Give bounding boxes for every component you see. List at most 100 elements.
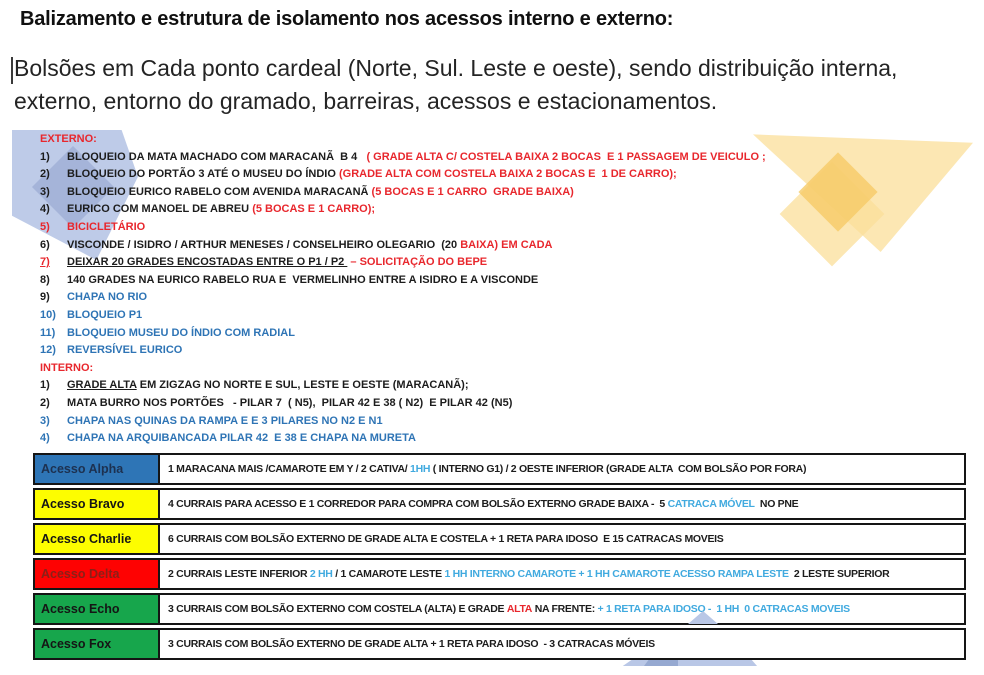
text-cursor: [11, 57, 13, 84]
list-item-text: DEIXAR 20 GRADES ENCOSTADAS ENTRE O P1 /…: [67, 254, 487, 272]
list-item: 11) BLOQUEIO MUSEU DO ÍNDIO COM RADIAL: [40, 325, 766, 343]
text-segment: 2 LESTE SUPERIOR: [788, 568, 890, 580]
text-segment: BLOQUEIO EURICO RABELO COM AVENIDA MARAC…: [67, 185, 372, 198]
list-item-text: CHAPA NO RIO: [67, 289, 147, 307]
row-label: Acesso Fox: [35, 630, 160, 658]
list-item: 3) CHAPA NAS QUINAS DA RAMPA E E 3 PILARE…: [40, 413, 766, 431]
intro-paragraph: Bolsões em Cada ponto cardeal (Norte, Su…: [14, 55, 898, 114]
list-item: 2) MATA BURRO NOS PORTÕES - PILAR 7 ( N5)…: [40, 395, 766, 413]
list-item-number: 5): [40, 220, 50, 233]
list-item-number: 1): [40, 150, 50, 163]
table-row: Acesso Alpha 1 MARACANA MAIS /CAMAROTE EM…: [33, 453, 966, 485]
text-segment: BLOQUEIO DO PORTÃO 3 ATÉ O MUSEU DO ÍNDI…: [67, 168, 339, 181]
text-segment: VISCONDE / ISIDRO / ARTHUR MENESES / CON…: [67, 238, 461, 251]
row-label: Acesso Bravo: [35, 490, 160, 518]
list-item: 4) CHAPA NA ARQUIBANCADA PILAR 42 E 38 E …: [40, 430, 766, 448]
table-row: Acesso Bravo 4 CURRAIS PARA ACESSO E 1 CO…: [33, 488, 966, 520]
list-item: 1) GRADE ALTA EM ZIGZAG NO NORTE E SUL, L…: [40, 377, 766, 395]
list-item-number: 2): [40, 168, 50, 181]
text-segment: 3 CURRAIS COM BOLSÃO EXTERNO DE GRADE AL…: [168, 638, 655, 650]
text-segment: / 1 CAMAROTE LESTE: [335, 568, 445, 580]
text-segment: NA FRENTE:: [532, 603, 598, 615]
text-segment: REVERSÍVEL EURICO: [67, 344, 183, 357]
text-segment: (5 BOCAS E 1 CARRO);: [252, 203, 376, 216]
table-row: Acesso Echo 3 CURRAIS COM BOLSÃO EXTERNO …: [33, 593, 966, 625]
interno-list: 1) GRADE ALTA EM ZIGZAG NO NORTE E SUL, L…: [40, 377, 766, 447]
list-item-text: MATA BURRO NOS PORTÕES - PILAR 7 ( N5), …: [67, 395, 512, 413]
text-segment: ( GRADE ALTA C/ COSTELA BAIXA 2 BOCAS E …: [366, 150, 766, 163]
blue-bottom-shape: [622, 656, 758, 666]
text-segment: EURICO COM MANOEL DE ABREU: [67, 203, 253, 216]
text-segment: 1HH: [410, 463, 431, 475]
text-segment: MATA BURRO NOS PORTÕES - PILAR 7 ( N5), …: [67, 396, 513, 409]
text-segment: CHAPA NO RIO: [67, 291, 148, 304]
blue-bottom-dark-shape: [644, 656, 678, 666]
text-segment: 4 CURRAIS PARA ACESSO E 1 CORREDOR PARA …: [168, 498, 668, 510]
text-segment: 3 CURRAIS COM BOLSÃO EXTERNO COM COSTELA…: [168, 603, 507, 615]
row-content: 6 CURRAIS COM BOLSÃO EXTERNO DE GRADE AL…: [160, 525, 964, 553]
list-item-text: BLOQUEIO DA MATA MACHADO COM MARACANÃ B …: [67, 149, 766, 167]
list-item-number: 6): [40, 238, 50, 251]
list-item-number: 7): [40, 256, 50, 269]
list-item: 4) EURICO COM MANOEL DE ABREU (5 BOCAS E …: [40, 201, 766, 219]
interno-heading: INTERNO:: [40, 361, 94, 374]
list-item-text: CHAPA NAS QUINAS DA RAMPA E E 3 PILARES …: [67, 413, 383, 431]
text-segment: BICICLETÁRIO: [67, 220, 146, 233]
text-segment: CHAPA NA ARQUIBANCADA PILAR 42 E 38 E CH…: [67, 432, 416, 445]
row-content: 4 CURRAIS PARA ACESSO E 1 CORREDOR PARA …: [160, 490, 964, 518]
list-item-number: 1): [40, 379, 50, 392]
list-item: 8) 140 GRADES NA EURICO RABELO RUA E VERM…: [40, 272, 766, 290]
row-content: 3 CURRAIS COM BOLSÃO EXTERNO DE GRADE AL…: [160, 630, 964, 658]
externo-list: 1) BLOQUEIO DA MATA MACHADO COM MARACANÃ …: [40, 149, 766, 360]
row-label: Acesso Alpha: [35, 455, 160, 483]
page-title: Balizamento e estrutura de isolamento no…: [20, 8, 674, 30]
list-item: 7) DEIXAR 20 GRADES ENCOSTADAS ENTRE O P1…: [40, 254, 766, 272]
text-segment: DEIXAR 20 GRADES ENCOSTADAS ENTRE O P1 /…: [67, 256, 348, 269]
text-segment: 6 CURRAIS COM BOLSÃO EXTERNO DE GRADE AL…: [168, 533, 724, 545]
text-segment: 1 HH INTERNO CAMAROTE + 1 HH CAMAROTE AC…: [444, 568, 789, 580]
list-item: 5) BICICLETÁRIO: [40, 219, 766, 237]
list-item-number: 4): [40, 203, 50, 216]
list-item-text: BLOQUEIO DO PORTÃO 3 ATÉ O MUSEU DO ÍNDI…: [67, 166, 677, 184]
text-segment: ( INTERNO G1) / 2 OESTE INFERIOR (GRADE …: [430, 463, 807, 475]
row-content: 2 CURRAIS LESTE INFERIOR 2 HH / 1 CAMARO…: [160, 560, 964, 588]
externo-heading: EXTERNO:: [40, 133, 97, 145]
list-item-number: 10): [40, 308, 56, 321]
list-item-number: 2): [40, 396, 50, 409]
text-segment: – SOLICITAÇÃO DO BEPE: [347, 256, 488, 269]
text-segment: GRADE ALTA: [67, 379, 137, 392]
list-item: 1) BLOQUEIO DA MATA MACHADO COM MARACANÃ …: [40, 149, 766, 167]
access-table: Acesso Alpha 1 MARACANA MAIS /CAMAROTE EM…: [33, 453, 966, 660]
text-segment: (GRADE ALTA COM COSTELA BAIXA 2 BOCAS E …: [338, 168, 677, 181]
list-item-text: CHAPA NA ARQUIBANCADA PILAR 42 E 38 E CH…: [67, 430, 416, 448]
list-item-number: 3): [40, 185, 50, 198]
text-segment: BLOQUEIO MUSEU DO ÍNDIO COM RADIAL: [67, 326, 295, 339]
list-item-text: EURICO COM MANOEL DE ABREU (5 BOCAS E 1 …: [67, 201, 375, 219]
row-label: Acesso Echo: [35, 595, 160, 623]
list-item: 12) REVERSÍVEL EURICO: [40, 342, 766, 360]
text-segment: EM ZIGZAG NO NORTE E SUL, LESTE E OESTE …: [136, 379, 469, 392]
text-segment: 140 GRADES NA EURICO RABELO RUA E VERMEL…: [67, 273, 539, 286]
text-segment: 1 MARACANA MAIS /CAMAROTE EM Y / 2 CATIV…: [168, 463, 411, 475]
table-row: Acesso Charlie 6 CURRAIS COM BOLSÃO EXTER…: [33, 523, 966, 555]
list-item-number: 11): [40, 326, 56, 339]
table-row: Acesso Fox 3 CURRAIS COM BOLSÃO EXTERNO D…: [33, 628, 966, 660]
text-segment: CATRACA MÓVEL: [667, 498, 755, 510]
table-row: Acesso Delta 2 CURRAIS LESTE INFERIOR 2 H…: [33, 558, 966, 590]
text-segment: (5 BOCAS E 1 CARRO GRADE BAIXA): [371, 185, 574, 198]
text-segment: ALTA: [506, 603, 533, 615]
row-content: 1 MARACANA MAIS /CAMAROTE EM Y / 2 CATIV…: [160, 455, 964, 483]
list-item-text: 140 GRADES NA EURICO RABELO RUA E VERMEL…: [67, 272, 538, 290]
text-segment: 2 HH: [309, 568, 336, 580]
list-item: 10) BLOQUEIO P1: [40, 307, 766, 325]
list-item-text: GRADE ALTA EM ZIGZAG NO NORTE E SUL, LES…: [67, 377, 469, 395]
list-item-text: VISCONDE / ISIDRO / ARTHUR MENESES / CON…: [67, 237, 552, 255]
list-item-number: 4): [40, 432, 50, 445]
isolation-list: EXTERNO: 1) BLOQUEIO DA MATA MACHADO COM …: [40, 131, 766, 448]
list-item-text: BLOQUEIO MUSEU DO ÍNDIO COM RADIAL: [67, 325, 295, 343]
list-item-number: 9): [40, 291, 50, 304]
list-item: 9) CHAPA NO RIO: [40, 289, 766, 307]
text-segment: + 1 RETA PARA IDOSO - 1 HH 0 CATRACAS MO…: [597, 603, 851, 615]
text-segment: BAIXA) EM CADA: [460, 238, 553, 251]
